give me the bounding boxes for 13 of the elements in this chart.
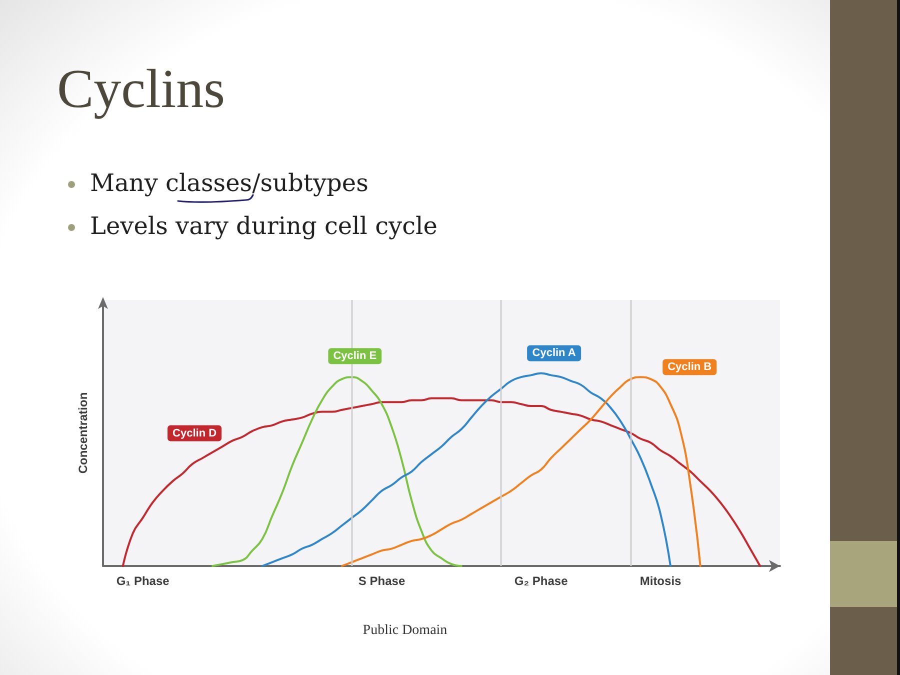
x-tick-label: Mitosis <box>640 574 682 588</box>
x-tick-label: G₁ Phase <box>116 574 170 588</box>
series-label: Cyclin A <box>532 347 576 360</box>
y-axis-title: Concentration <box>76 392 90 474</box>
series-label: Cyclin D <box>172 427 217 440</box>
series-label: Cyclin E <box>333 350 377 362</box>
chart-title: Cyclins <box>57 58 226 119</box>
text: Levels vary during cell cycle <box>90 212 438 241</box>
x-tick-label: S Phase <box>358 574 406 588</box>
text: Public Domain <box>362 623 448 638</box>
x-tick-label: G₂ Phase <box>514 574 568 588</box>
series-label: Cyclin B <box>668 361 712 374</box>
text: Many classes/subtypes <box>90 169 368 198</box>
